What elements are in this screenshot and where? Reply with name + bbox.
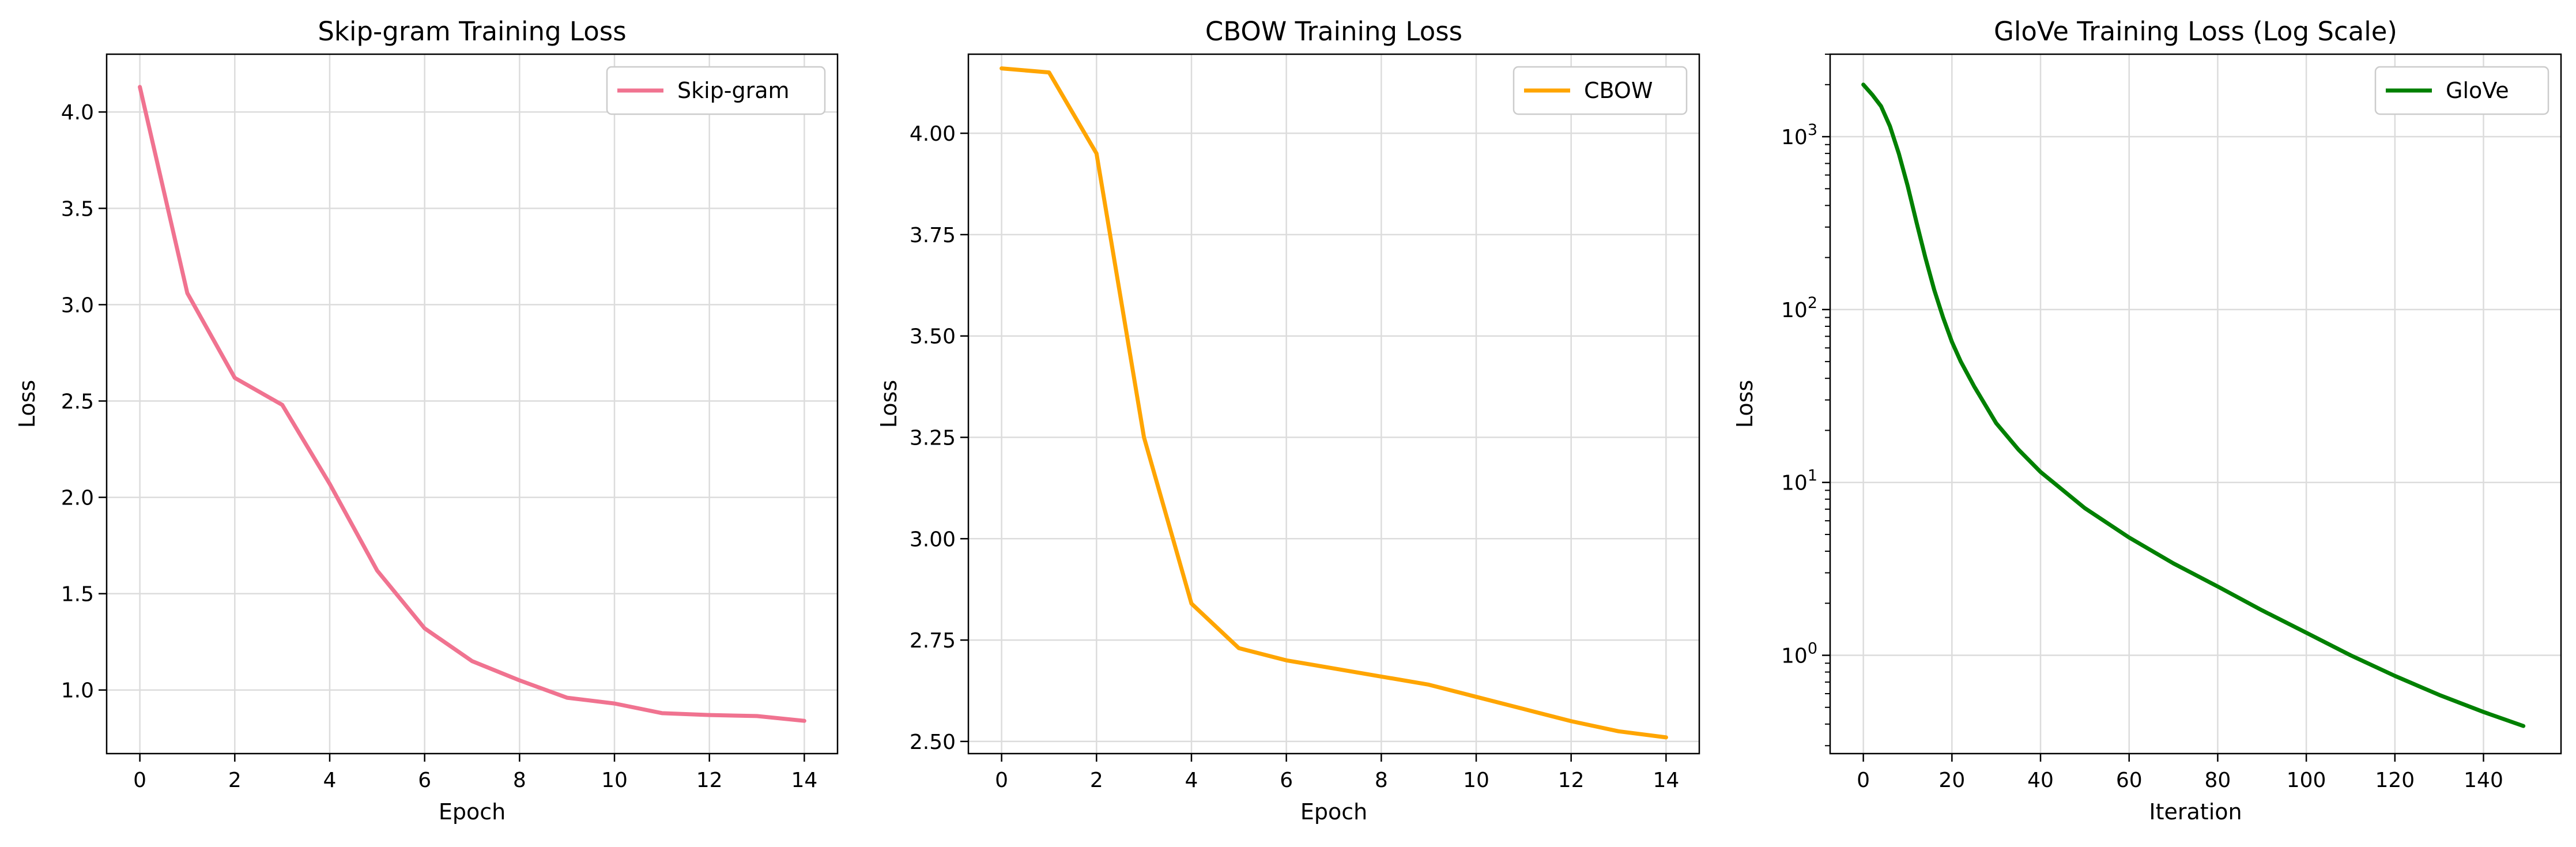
x-tick-label: 120 xyxy=(2375,769,2415,792)
series-line-CBOW xyxy=(1000,66,1668,740)
x-tick-label: 140 xyxy=(2464,769,2503,792)
y-tick-label: 3.50 xyxy=(910,325,956,349)
y-tick-label: 102 xyxy=(1781,294,1817,322)
x-tick-label: 8 xyxy=(513,769,526,792)
y-tick-label: 1.0 xyxy=(61,679,94,703)
y-tick-label: 4.0 xyxy=(61,101,94,125)
x-tick-label: 2 xyxy=(228,769,242,792)
series-line-GloVe xyxy=(1861,82,2526,728)
y-tick-label: 1.5 xyxy=(61,583,94,607)
y-tick-label: 3.75 xyxy=(910,224,956,247)
y-tick-label: 100 xyxy=(1781,640,1817,668)
y-axis-label: Loss xyxy=(876,380,902,428)
x-tick-label: 0 xyxy=(1857,769,1870,792)
y-tick-label: 2.5 xyxy=(61,390,94,413)
x-tick-label: 80 xyxy=(2205,769,2231,792)
grid xyxy=(968,54,1699,754)
x-tick-label: 10 xyxy=(601,769,628,792)
x-tick-label: 20 xyxy=(1938,769,1965,792)
y-tick-label: 3.25 xyxy=(910,427,956,450)
x-tick-label: 4 xyxy=(1185,769,1198,792)
x-tick-label: 8 xyxy=(1375,769,1388,792)
legend-label: CBOW xyxy=(1584,78,1653,103)
x-tick-label: 12 xyxy=(696,769,723,792)
legend-box xyxy=(2374,66,2549,115)
grid xyxy=(107,54,838,754)
y-tick-label: 3.5 xyxy=(61,197,94,221)
y-tick-label: 2.50 xyxy=(910,731,956,754)
legend: GloVe xyxy=(2374,66,2549,115)
grid xyxy=(1830,54,2561,754)
y-axis-label: Loss xyxy=(14,380,40,428)
x-tick-label: 12 xyxy=(1558,769,1585,792)
legend-label: Skip-gram xyxy=(677,78,790,103)
chart-panel-1: 0 2 4 6 8 10 12 14 2.50 2.75 3.00 3.25 3.50 3.75 4.00 C… xyxy=(876,16,1700,825)
x-tick-label: 60 xyxy=(2116,769,2143,792)
chart-panel-0: 0 2 4 6 8 10 12 14 1.0 1.5 2.0 2.5 3.0 3.5 4.0 Skip-gra… xyxy=(14,16,839,825)
x-tick-label: 0 xyxy=(995,769,1008,792)
x-tick-label: 40 xyxy=(2027,769,2054,792)
axes-frame xyxy=(967,53,1700,755)
axes-frame xyxy=(1829,53,2562,755)
x-axis-label: Epoch xyxy=(1300,799,1367,825)
chart-title: Skip-gram Training Loss xyxy=(318,16,626,47)
y-tick-label: 2.75 xyxy=(910,629,956,653)
x-tick-label: 6 xyxy=(1280,769,1293,792)
legend: Skip-gram xyxy=(606,66,826,115)
chart-title: CBOW Training Loss xyxy=(1205,16,1462,47)
y-tick-label: 3.0 xyxy=(61,293,94,317)
plot-area xyxy=(107,54,838,754)
x-tick-label: 14 xyxy=(1653,769,1679,792)
legend: CBOW xyxy=(1513,66,1688,115)
x-axis-label: Epoch xyxy=(439,799,506,825)
x-tick-label: 4 xyxy=(323,769,337,792)
y-tick-label: 101 xyxy=(1781,467,1817,495)
axes-frame xyxy=(105,53,839,755)
y-tick-exponent: 2 xyxy=(1808,294,1817,312)
y-tick-label: 2.0 xyxy=(61,487,94,510)
x-tick-label: 10 xyxy=(1463,769,1489,792)
x-tick-label: 100 xyxy=(2287,769,2326,792)
x-tick-label: 0 xyxy=(133,769,146,792)
y-tick-label: 4.00 xyxy=(910,122,956,146)
chart-title: GloVe Training Loss (Log Scale) xyxy=(1994,16,2397,47)
y-axis-label: Loss xyxy=(1732,380,1757,428)
y-tick-exponent: 0 xyxy=(1808,640,1817,658)
x-axis-label: Iteration xyxy=(2149,799,2242,825)
y-tick-exponent: 1 xyxy=(1808,467,1817,485)
y-minor-ticks xyxy=(1825,54,1830,747)
legend-box xyxy=(1513,66,1688,115)
legend-label: GloVe xyxy=(2446,78,2509,103)
x-tick-label: 2 xyxy=(1090,769,1103,792)
legend-box xyxy=(606,66,826,115)
x-tick-label: 14 xyxy=(791,769,817,792)
x-tick-label: 6 xyxy=(418,769,431,792)
plot-area xyxy=(1830,54,2561,754)
y-tick-label: 103 xyxy=(1781,121,1817,149)
y-tick-exponent: 3 xyxy=(1808,121,1817,139)
plot-area xyxy=(968,54,1699,754)
y-tick-label: 3.00 xyxy=(910,528,956,551)
series-line-Skip-gram xyxy=(138,85,806,723)
